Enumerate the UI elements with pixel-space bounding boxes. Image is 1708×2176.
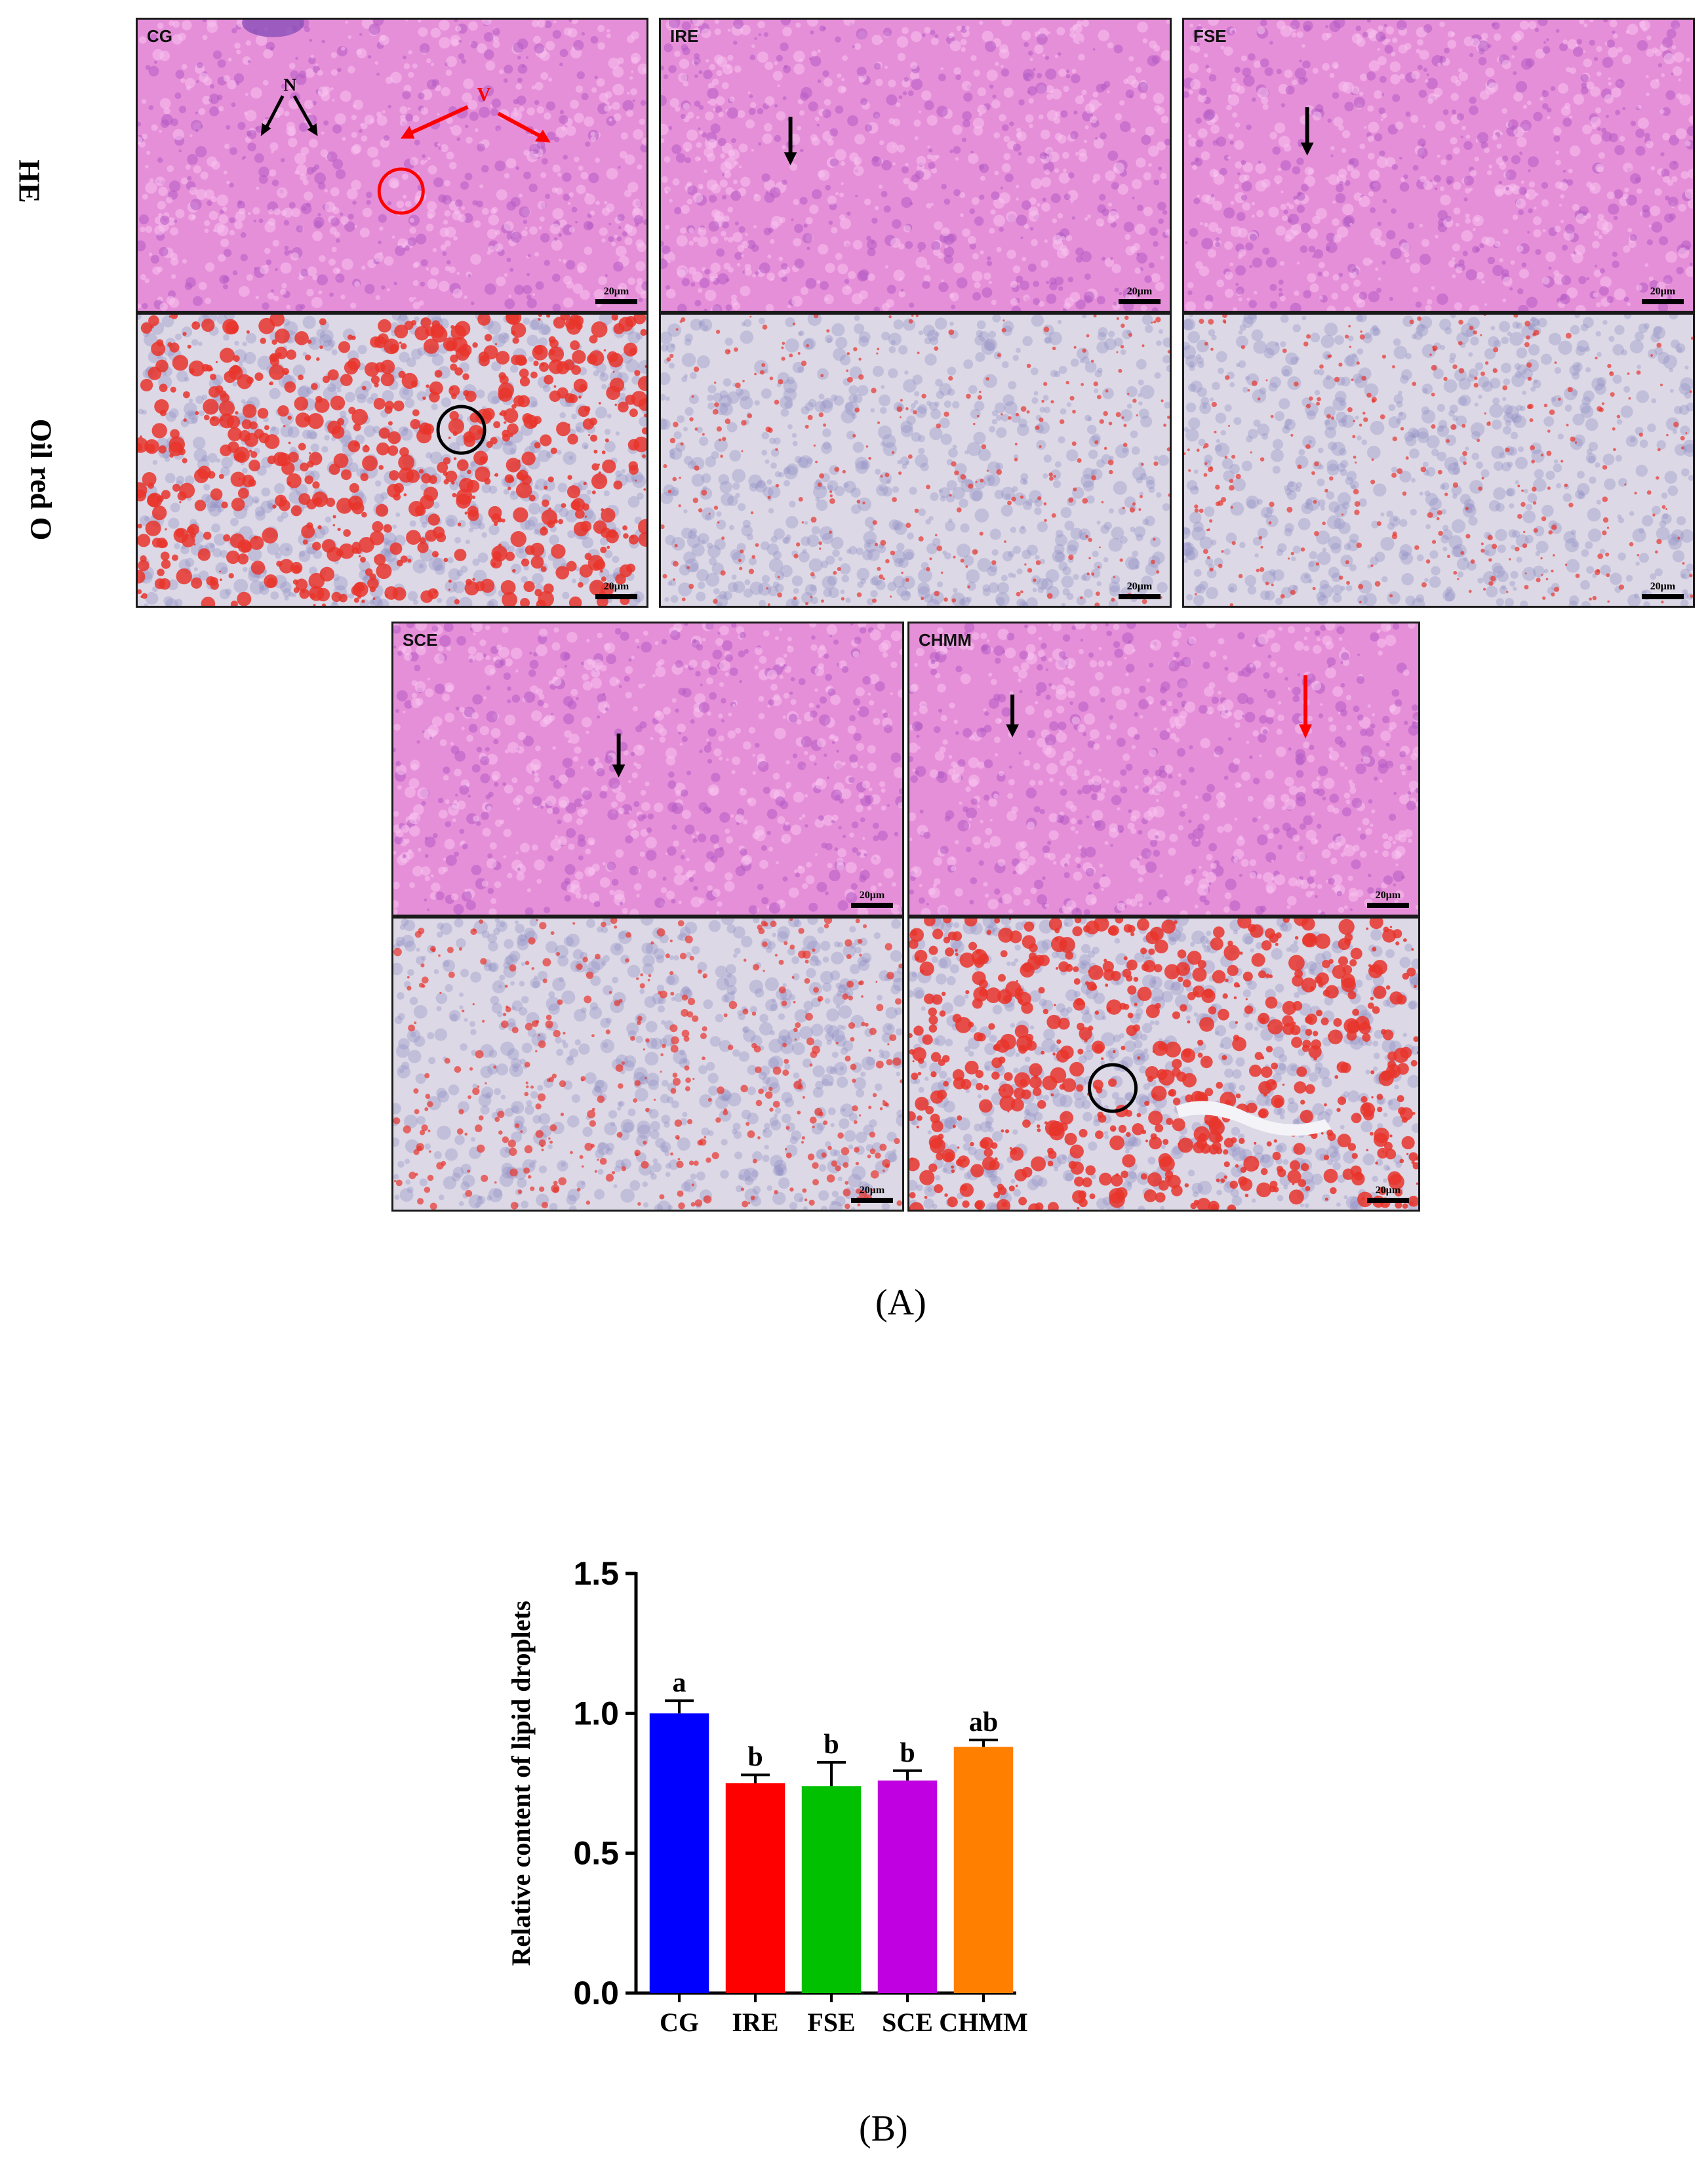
group-label-chmm: CHMM <box>919 630 972 650</box>
scale-bar: 20μm <box>1367 1185 1409 1203</box>
group-label-sce: SCE <box>403 630 438 650</box>
he-texture <box>909 623 1418 915</box>
oil-panel-fse: 20μm <box>1182 313 1695 608</box>
oil-texture <box>1184 315 1693 606</box>
row-label-oil-red-o: Oil red O <box>24 418 58 541</box>
y-tick-label: 0.0 <box>573 1975 619 2011</box>
significance-letter: b <box>824 1730 839 1760</box>
oil-panel-cg: 20μm <box>136 313 648 608</box>
y-axis-label: Relative content of lipid droplets <box>506 1600 536 1966</box>
he-panel-fse: FSE 20μm <box>1182 18 1695 313</box>
oil-panel-ire: 20μm <box>659 313 1172 608</box>
he-texture <box>1184 20 1693 311</box>
he-texture <box>661 20 1170 311</box>
he-texture <box>393 623 902 915</box>
bar <box>649 1713 709 1993</box>
scale-bar: 20μm <box>595 286 637 304</box>
significance-letter: ab <box>969 1707 998 1737</box>
y-tick-label: 1.5 <box>573 1555 619 1592</box>
oil-panel-chmm: 20μm <box>907 917 1420 1212</box>
he-panel-ire: IRE 20μm <box>659 18 1172 313</box>
scale-bar: 20μm <box>595 581 637 599</box>
oil-texture <box>393 919 902 1210</box>
x-tick-label: SCE <box>882 2008 933 2032</box>
x-tick-label: CHMM <box>939 2008 1028 2032</box>
scale-bar: 20μm <box>851 890 893 908</box>
x-tick-label: FSE <box>807 2008 855 2032</box>
significance-letter: a <box>673 1668 686 1698</box>
oil-texture <box>138 315 646 606</box>
significance-letter: b <box>747 1742 763 1772</box>
x-tick-label: CG <box>660 2008 699 2032</box>
bar <box>725 1783 785 1993</box>
oil-texture <box>909 919 1418 1210</box>
scale-bar: 20μm <box>1642 286 1684 304</box>
scale-bar: 20μm <box>1642 581 1684 599</box>
x-tick-label: IRE <box>732 2008 778 2032</box>
he-panel-cg: CG N V 20μm <box>136 18 648 313</box>
group-label-cg: CG <box>147 26 172 46</box>
bar <box>801 1786 862 1993</box>
scale-bar: 20μm <box>851 1185 893 1203</box>
lipid-droplet-bar-chart: 0.0 0.5 1.0 1.5 Relative content of lipid dr… <box>506 1555 1028 2032</box>
y-tick-label: 1.0 <box>573 1695 619 1731</box>
row-label-he: HE <box>12 159 47 203</box>
caption-a: (A) <box>875 1282 926 1323</box>
caption-b: (B) <box>859 2108 908 2149</box>
oil-texture <box>661 315 1170 606</box>
group-label-ire: IRE <box>670 26 699 46</box>
he-panel-chmm: CHMM 20μm <box>907 622 1420 917</box>
scale-bar: 20μm <box>1367 890 1409 908</box>
scale-bar: 20μm <box>1119 581 1161 599</box>
significance-letter: b <box>900 1738 915 1768</box>
y-tick-label: 0.5 <box>573 1835 619 1872</box>
bar <box>877 1780 938 1993</box>
scale-bar: 20μm <box>1119 286 1161 304</box>
oil-panel-sce: 20μm <box>391 917 904 1212</box>
bar <box>953 1747 1014 1993</box>
he-texture <box>138 20 646 311</box>
he-panel-sce: SCE 20μm <box>391 622 904 917</box>
group-label-fse: FSE <box>1193 26 1227 46</box>
